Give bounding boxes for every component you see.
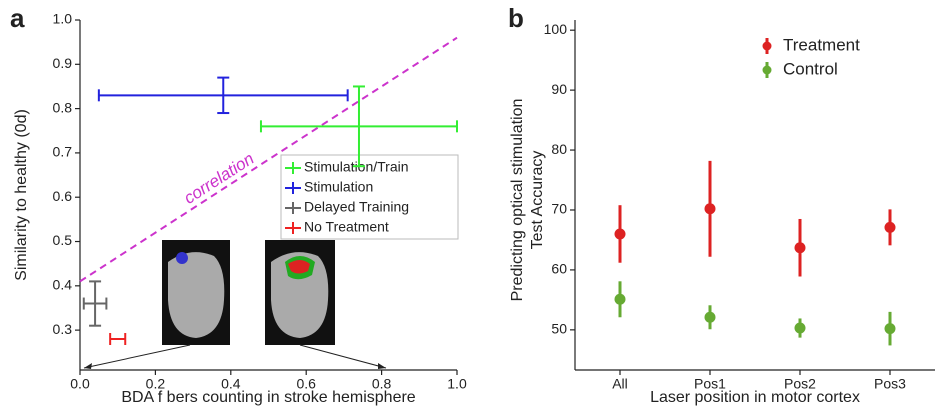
y-tick-label: 90 bbox=[551, 81, 567, 97]
x-axis-label: BDA f bers counting in stroke hemisphere bbox=[121, 389, 415, 406]
x-axis-label: Laser position in motor cortex bbox=[650, 389, 860, 406]
y-tick-label: 0.6 bbox=[53, 188, 73, 204]
legend-label: Delayed Training bbox=[304, 199, 409, 215]
y-tick-label: 0.8 bbox=[53, 99, 73, 115]
y-tick-label: 50 bbox=[551, 321, 567, 337]
x-tick-label: All bbox=[612, 376, 628, 392]
legend-box bbox=[280, 154, 459, 240]
x-tick-label: Pos2 bbox=[784, 376, 816, 392]
point bbox=[884, 323, 896, 335]
y-axis-label: Similarity to healthy (0d) bbox=[13, 109, 30, 281]
panel-label: a bbox=[10, 3, 25, 33]
point bbox=[614, 293, 626, 305]
y-tick-label: 0.4 bbox=[53, 277, 73, 293]
y-tick-label: 0.9 bbox=[53, 55, 73, 71]
x-tick-label: Pos3 bbox=[874, 376, 906, 392]
point bbox=[704, 311, 716, 323]
x-tick-label: 0.2 bbox=[146, 376, 166, 392]
panel-label: b bbox=[508, 3, 524, 33]
y-tick-label: 0.3 bbox=[53, 321, 73, 337]
legend-swatch bbox=[762, 41, 772, 51]
brain-images bbox=[83, 240, 387, 369]
y-axis-label: Predicting optical stimulation bbox=[509, 99, 526, 302]
point bbox=[704, 203, 716, 215]
point bbox=[794, 242, 806, 254]
y-tick-label: 60 bbox=[551, 261, 567, 277]
y-tick-label: 0.7 bbox=[53, 144, 73, 160]
legend-label: Stimulation bbox=[304, 179, 373, 195]
x-tick-label: Pos1 bbox=[694, 376, 726, 392]
y-tick-label: 80 bbox=[551, 141, 567, 157]
y-axis-label: Test Accuracy bbox=[529, 151, 546, 250]
correlation-label: correlation bbox=[180, 149, 257, 208]
point bbox=[884, 221, 896, 233]
y-tick-label: 1.0 bbox=[53, 11, 73, 27]
x-tick-label: 0.4 bbox=[221, 376, 241, 392]
legend-label: No Treatment bbox=[304, 219, 389, 235]
x-tick-label: 0.6 bbox=[296, 376, 316, 392]
x-tick-label: 0.0 bbox=[70, 376, 90, 392]
x-tick-label: 0.8 bbox=[372, 376, 392, 392]
y-tick-label: 100 bbox=[544, 21, 568, 37]
correlation-line bbox=[79, 36, 458, 283]
y-tick-label: 0.5 bbox=[53, 232, 73, 248]
legend-label: Control bbox=[783, 59, 838, 78]
legend-label: Treatment bbox=[783, 35, 860, 54]
point bbox=[614, 228, 626, 240]
legend-swatch bbox=[762, 65, 772, 75]
x-tick-label: 1.0 bbox=[447, 376, 467, 392]
point bbox=[794, 322, 806, 334]
y-tick-label: 70 bbox=[551, 201, 567, 217]
